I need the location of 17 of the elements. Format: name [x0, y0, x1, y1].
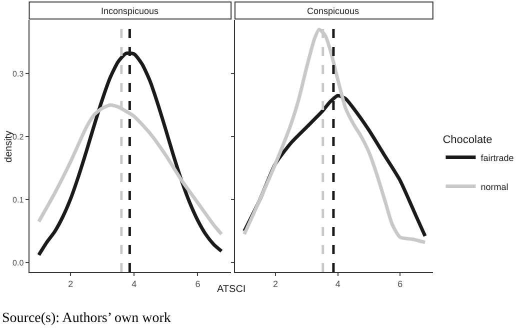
y-tick-label: 0.1: [12, 195, 24, 204]
y-tick-label: 0.3: [12, 69, 24, 78]
source-note: Source(s): Authors’ own work: [2, 311, 171, 326]
chart-title: Inconspicuous: [101, 6, 160, 16]
legend-label: normal: [480, 182, 508, 192]
chart-title: Conspicuous: [307, 6, 360, 16]
legend-label: fairtrade: [480, 152, 514, 163]
legend-title: Chocolate: [442, 134, 492, 146]
x-tick-label: 6: [195, 278, 200, 289]
x-tick-label: 4: [132, 278, 137, 289]
x-tick-label: 6: [398, 278, 403, 289]
y-tick-label: 0.0: [12, 258, 24, 268]
x-tick-label: 4: [335, 278, 340, 289]
x-tick-label: 2: [272, 278, 278, 289]
y-tick-label: 0.2: [12, 132, 24, 142]
x-tick-label: 2: [68, 278, 74, 289]
x-axis-title: ATSCI: [217, 284, 246, 295]
